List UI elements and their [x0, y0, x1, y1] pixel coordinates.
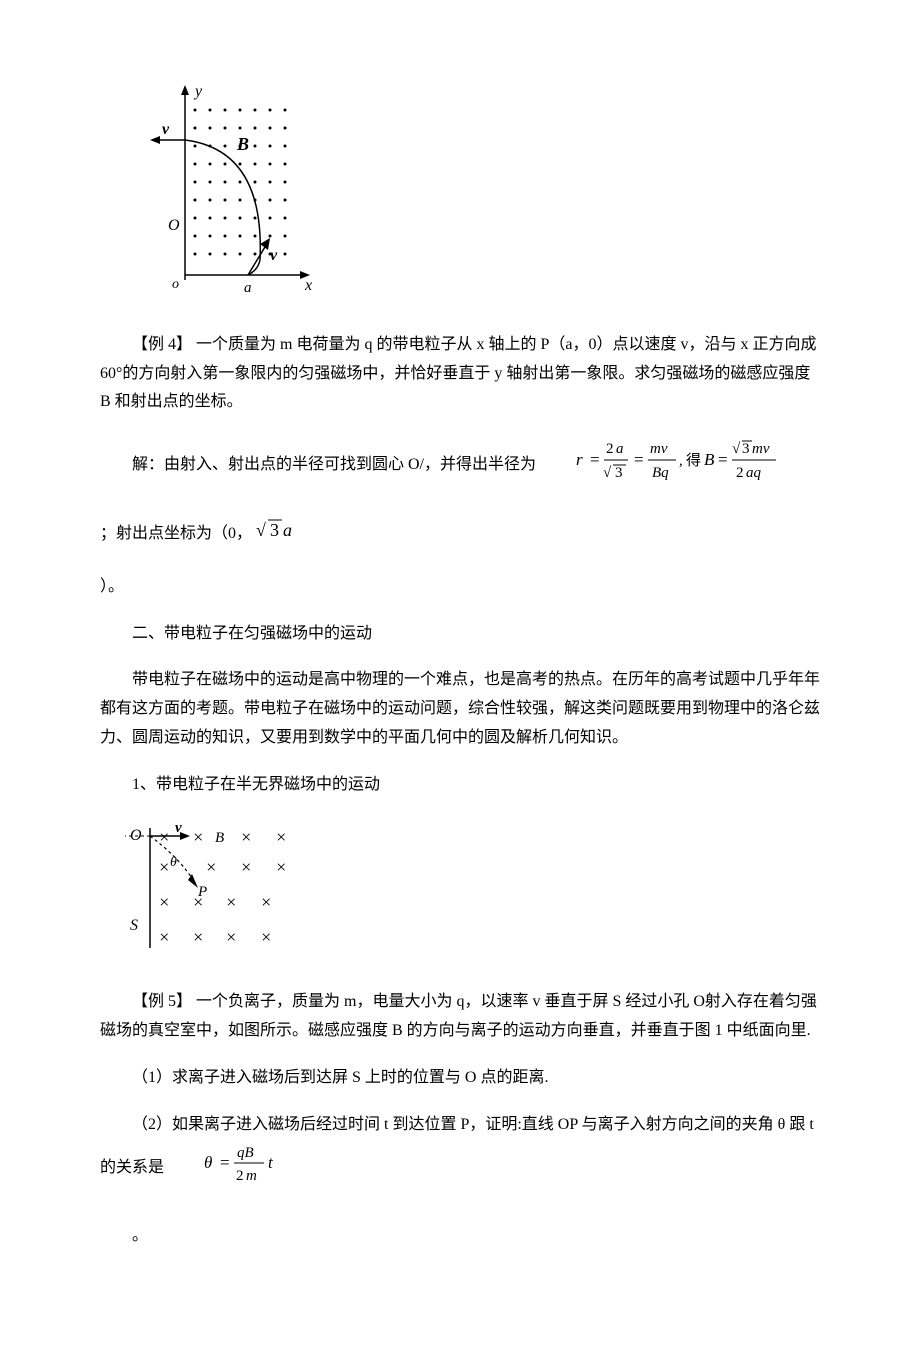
figure-1: y x v v B	[140, 80, 820, 311]
svg-text:×: ×	[158, 857, 170, 877]
svg-text:m: m	[246, 1168, 257, 1184]
svg-text:B: B	[704, 450, 715, 469]
svg-text:×: ×	[158, 827, 170, 847]
example-4-text: 【例 4】 一个质量为 m 电荷量为 q 的带电粒子从 x 轴上的 P（a，0）…	[100, 331, 820, 417]
svg-text:θ: θ	[204, 1153, 212, 1172]
svg-text:√: √	[256, 520, 266, 540]
svg-text:×: ×	[275, 827, 287, 847]
svg-text:×: ×	[158, 927, 170, 947]
axis-y-label: y	[193, 83, 203, 100]
formula-theta: θ = qB 2 m t	[172, 1140, 294, 1197]
svg-text:×: ×	[225, 892, 237, 912]
svg-text:3: 3	[270, 520, 279, 540]
example-4-solution-line2: ；射出点坐标为（0， √ 3 a	[100, 514, 820, 555]
svg-text:3: 3	[742, 441, 750, 457]
svg-text:√: √	[603, 465, 612, 481]
section-2-title: 二、带电粒子在匀强磁场中的运动	[100, 620, 820, 649]
svg-text:=: =	[634, 450, 644, 469]
label-origin-lower: o	[172, 277, 179, 292]
label-P: P	[197, 884, 207, 900]
field-dots	[194, 109, 287, 256]
svg-text:=: =	[220, 1153, 230, 1172]
label-S: S	[130, 917, 138, 934]
svg-text:,: ,	[679, 453, 683, 469]
svg-text:2: 2	[736, 465, 744, 481]
svg-text:Bq: Bq	[652, 465, 669, 481]
label-theta: θ	[170, 855, 177, 870]
svg-text:mv: mv	[752, 441, 770, 457]
label-a: a	[244, 280, 252, 296]
axis-x-label: x	[304, 277, 312, 294]
svg-text:√: √	[732, 441, 741, 457]
svg-text:a: a	[616, 441, 624, 457]
formula-coord: √ 3 a	[256, 514, 304, 555]
example-4-solution-end: ）。	[100, 573, 820, 602]
svg-text:qB: qB	[237, 1145, 254, 1161]
svg-text:得: 得	[686, 452, 701, 469]
label-O: O	[130, 827, 142, 844]
example-4-heading: 【例 4】	[132, 336, 192, 353]
svg-text:×: ×	[240, 827, 252, 847]
example-5-text: 【例 5】 一个负离子，质量为 m，电量大小为 q，以速率 v 垂直于屏 S 经…	[100, 988, 820, 1046]
label-B2: B	[215, 830, 224, 846]
example-4-body: 一个质量为 m 电荷量为 q 的带电粒子从 x 轴上的 P（a，0）点以速度 v…	[100, 336, 816, 411]
svg-text:mv: mv	[650, 441, 668, 457]
section-2-sub1: 1、带电粒子在半无界磁场中的运动	[100, 771, 820, 800]
svg-text:t: t	[268, 1153, 274, 1172]
svg-text:2: 2	[236, 1168, 244, 1184]
label-B: B	[236, 134, 249, 154]
svg-text:×: ×	[225, 927, 237, 947]
solution-mid: ；射出点坐标为（0，	[100, 525, 252, 542]
svg-text:×: ×	[192, 827, 204, 847]
svg-text:a: a	[283, 520, 292, 540]
example-5-body: 一个负离子，质量为 m，电量大小为 q，以速率 v 垂直于屏 S 经过小孔 O射…	[100, 993, 817, 1039]
svg-text:aq: aq	[746, 465, 762, 481]
svg-text:×: ×	[205, 857, 217, 877]
solution-prefix: 解：由射入、射出点的半径可找到圆心 O/，并得出半径为	[132, 456, 536, 473]
label-v2: v	[175, 820, 182, 836]
svg-text:×: ×	[158, 892, 170, 912]
label-origin-upper: O	[168, 217, 180, 234]
figure-2: ×××× ×××× ×××× ×××× O v B θ P S	[120, 818, 820, 969]
svg-text:×: ×	[240, 857, 252, 877]
svg-text:3: 3	[615, 465, 623, 481]
example-4-solution-line1: 解：由射入、射出点的半径可找到圆心 O/，并得出半径为 r = 2a √ 3 =…	[100, 435, 820, 496]
section-2-body: 带电粒子在磁场中的运动是高中物理的一个难点，也是高考的热点。在历年的高考试题中几…	[100, 666, 820, 752]
svg-text:=: =	[718, 450, 728, 469]
example-5-period: 。	[100, 1222, 820, 1251]
svg-text:×: ×	[192, 927, 204, 947]
example-5-heading: 【例 5】	[132, 993, 192, 1010]
svg-text:r: r	[576, 450, 583, 469]
svg-text:×: ×	[275, 857, 287, 877]
formula-radius: r = 2a √ 3 = mv Bq , 得 B = √ 3 mv 2 aq	[544, 435, 806, 496]
svg-text:=: =	[590, 450, 600, 469]
svg-text:2: 2	[606, 441, 614, 457]
svg-text:×: ×	[260, 892, 272, 912]
svg-text:×: ×	[260, 927, 272, 947]
label-v-top: v	[162, 121, 170, 138]
label-v-bottom: v	[270, 247, 278, 264]
example-5-q2: （2）如果离子进入磁场后经过时间 t 到达位置 P，证明:直线 OP 与离子入射…	[100, 1111, 820, 1197]
example-5-q1: （1）求离子进入磁场后到达屏 S 上时的位置与 O 点的距离.	[100, 1064, 820, 1093]
